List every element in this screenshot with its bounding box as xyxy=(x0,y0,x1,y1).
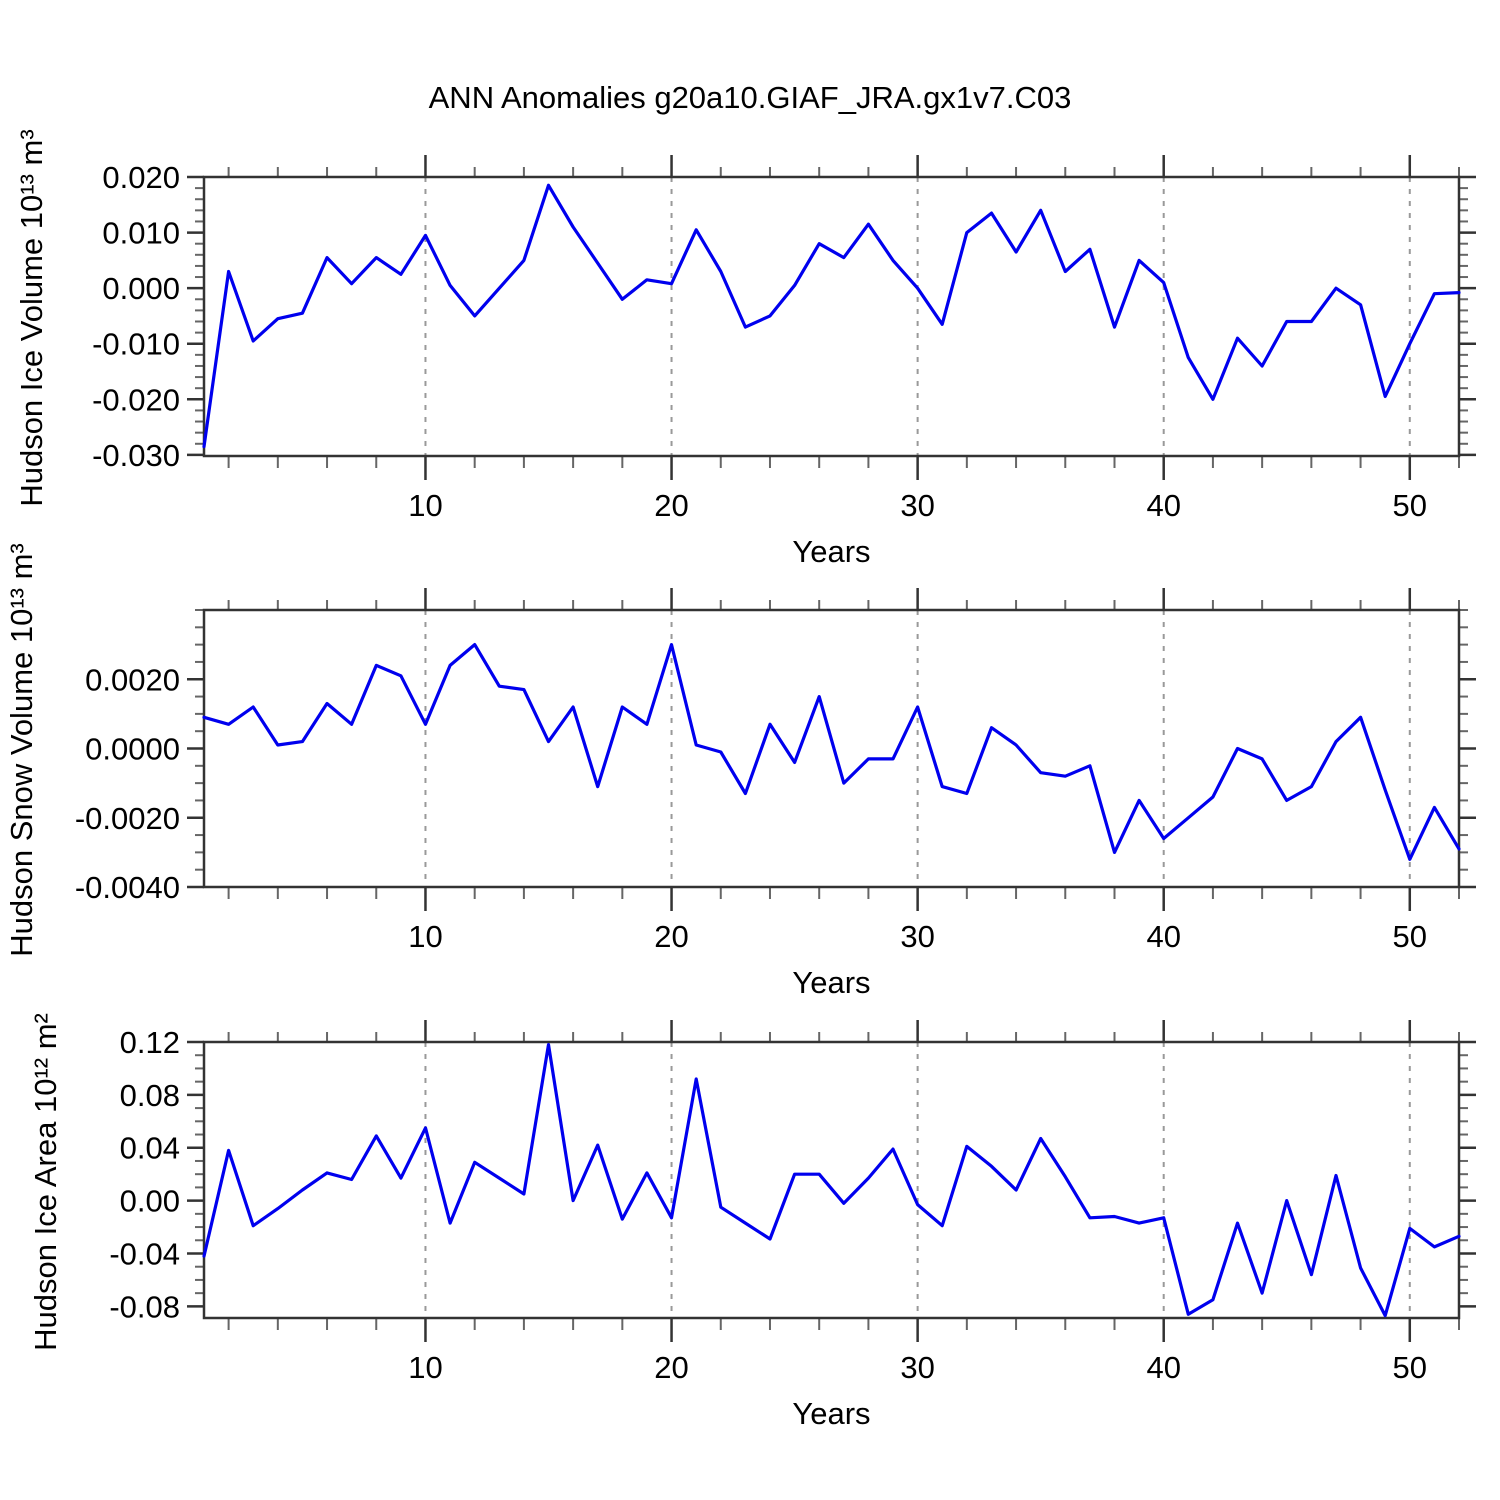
x-tick-label: 30 xyxy=(900,1350,934,1385)
x-tick-label: 40 xyxy=(1146,1350,1180,1385)
x-tick-label: 40 xyxy=(1146,488,1180,523)
y-tick-label: -0.020 xyxy=(92,382,180,417)
data-line xyxy=(202,642,1461,861)
x-tick-label: 50 xyxy=(1393,919,1427,954)
data-line xyxy=(202,183,1461,449)
y-tick-label: 0.0020 xyxy=(85,662,180,697)
y-tick-label: 0.000 xyxy=(102,271,180,306)
x-tick-label: 50 xyxy=(1393,1350,1427,1385)
y-tick-label: 0.0000 xyxy=(85,732,180,767)
x-tick-label: 20 xyxy=(654,919,688,954)
x-tick-label: 10 xyxy=(408,1350,442,1385)
y-axis-title-ice-area: Hudson Ice Area 10¹² m² xyxy=(28,1013,63,1351)
x-axis-label: Years xyxy=(792,534,870,569)
x-tick-label: 10 xyxy=(408,488,442,523)
y-tick-label: 0.08 xyxy=(120,1078,180,1113)
x-axis-label: Years xyxy=(792,1396,870,1431)
y-tick-label: -0.0040 xyxy=(75,870,180,905)
x-tick-label: 20 xyxy=(654,488,688,523)
x-tick-label: 50 xyxy=(1393,488,1427,523)
plot-frame xyxy=(202,175,1461,458)
y-tick-label: 0.020 xyxy=(102,160,180,195)
y-tick-label: -0.04 xyxy=(109,1236,180,1271)
y-tick-label: -0.010 xyxy=(92,327,180,362)
x-tick-label: 10 xyxy=(408,919,442,954)
y-tick-label: -0.0020 xyxy=(75,801,180,836)
data-line xyxy=(202,1042,1461,1318)
y-tick-label: -0.030 xyxy=(92,438,180,473)
x-tick-label: 30 xyxy=(900,488,934,523)
plot-frame xyxy=(202,1040,1461,1320)
plot-frame xyxy=(202,608,1461,889)
x-axis-label: Years xyxy=(792,965,870,1000)
y-tick-label: 0.00 xyxy=(120,1184,180,1219)
x-tick-label: 20 xyxy=(654,1350,688,1385)
chart-title: ANN Anomalies g20a10.GIAF_JRA.gx1v7.C03 xyxy=(428,80,1072,115)
x-tick-label: 30 xyxy=(900,919,934,954)
y-tick-label: -0.08 xyxy=(109,1289,180,1324)
y-tick-label: 0.04 xyxy=(120,1131,180,1166)
y-tick-label: 0.010 xyxy=(102,216,180,251)
x-tick-label: 40 xyxy=(1146,919,1180,954)
y-tick-label: 0.12 xyxy=(120,1025,180,1060)
